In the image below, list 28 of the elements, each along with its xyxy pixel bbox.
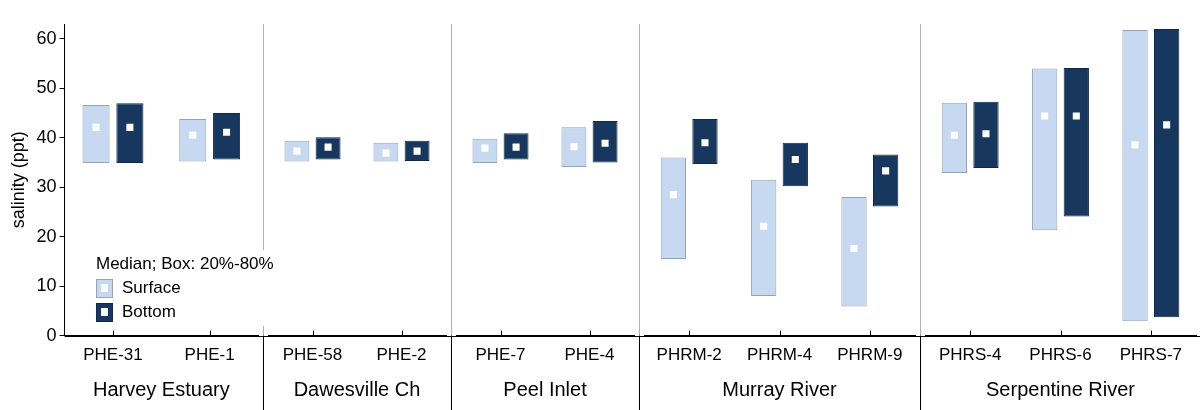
x-axis-title: Murray River bbox=[722, 377, 838, 400]
y-tick-label: 10 bbox=[36, 275, 57, 296]
legend-label: Bottom bbox=[122, 301, 176, 323]
y-tick-label: 30 bbox=[36, 176, 57, 197]
x-axis-title: Serpentine River bbox=[986, 377, 1136, 400]
x-tick-label: PHE-31 bbox=[83, 345, 143, 365]
x-tick-label: PHRM-9 bbox=[837, 345, 903, 365]
x-axis-title: Dawesville Ch bbox=[293, 377, 421, 400]
y-tick-label: 60 bbox=[36, 27, 57, 48]
x-tick-label: PHE-4 bbox=[564, 345, 615, 365]
x-tick-label: PHE-7 bbox=[475, 345, 526, 365]
x-tick-label: PHRM-2 bbox=[656, 345, 722, 365]
y-axis-title: salinity (ppt) bbox=[7, 131, 28, 229]
x-tick-label: PHE-2 bbox=[376, 345, 427, 365]
y-tick-label: 40 bbox=[36, 126, 57, 147]
x-axis-title: Harvey Estuary bbox=[92, 377, 230, 400]
x-axis-title: Peel Inlet bbox=[503, 377, 588, 400]
x-tick-label: PHRM-4 bbox=[746, 345, 813, 365]
x-tick-label: PHE-58 bbox=[282, 345, 343, 365]
legend-label: Surface bbox=[122, 277, 181, 299]
legend-title: Median; Box: 20%-80% bbox=[96, 253, 274, 275]
x-tick-label: PHE-1 bbox=[184, 345, 235, 365]
x-tick-label: PHRS-4 bbox=[938, 345, 1002, 365]
x-tick-label: PHRS-7 bbox=[1119, 345, 1183, 365]
y-tick-label: 50 bbox=[36, 77, 57, 98]
x-tick-label: PHRS-6 bbox=[1029, 345, 1092, 365]
y-tick-label: 20 bbox=[36, 225, 57, 246]
y-tick-label: 0 bbox=[46, 324, 57, 345]
